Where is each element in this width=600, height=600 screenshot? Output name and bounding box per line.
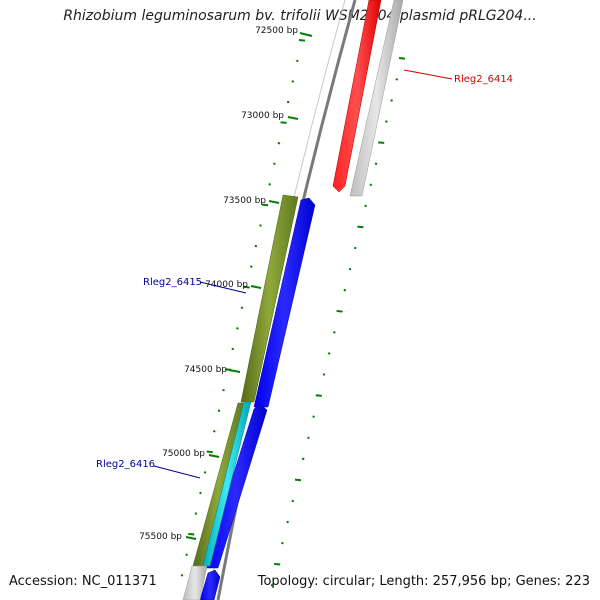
scale-dot xyxy=(243,285,250,289)
scale-dot xyxy=(296,59,299,63)
scale-dot xyxy=(353,246,357,250)
tick-74000: 74000 bp xyxy=(205,280,262,290)
scale-dot xyxy=(261,203,269,207)
scale-dot xyxy=(333,331,336,334)
scale-dot xyxy=(343,288,347,292)
tick-72500: 72500 bp xyxy=(255,26,313,37)
tick-75000: 75000 bp xyxy=(162,449,220,459)
scale-dot xyxy=(315,394,322,397)
tick-73500: 73500 bp xyxy=(223,196,280,206)
gene-label-Rleg2_6415[interactable]: Rleg2_6415 xyxy=(143,277,247,294)
gene-label-Rleg2_6416[interactable]: Rleg2_6416 xyxy=(96,459,201,479)
scale-ring-right xyxy=(270,57,406,587)
scale-dot xyxy=(357,225,364,229)
scale-dot xyxy=(259,224,262,227)
gene-feature-red-Rleg2_6414[interactable] xyxy=(332,0,382,193)
tick-label: 74500 bp xyxy=(184,365,227,375)
scale-dot xyxy=(322,373,326,376)
topology-summary-text: Topology: circular; Length: 257,956 bp; … xyxy=(257,574,590,589)
scale-dot xyxy=(206,450,213,454)
scale-dot xyxy=(398,57,406,60)
scale-dot xyxy=(236,327,239,330)
tick-label: 75500 bp xyxy=(139,532,182,542)
scale-dot xyxy=(281,541,284,545)
gene-label-Rleg2_6414[interactable]: Rleg2_6414 xyxy=(403,69,513,85)
scale-dot xyxy=(185,553,188,556)
tick-label: 72500 bp xyxy=(255,26,298,36)
scale-dot xyxy=(222,388,225,392)
scale-dot xyxy=(180,574,184,577)
scale-dot xyxy=(327,352,331,355)
scale-dot xyxy=(291,80,295,83)
scale-dot xyxy=(273,162,276,166)
scale-dot xyxy=(374,162,378,165)
svg-text:Rleg2_6415: Rleg2_6415 xyxy=(143,277,202,288)
gene-feature-cyan[interactable] xyxy=(202,401,252,567)
scale-dot xyxy=(217,409,221,412)
gene-feature-gray-right[interactable] xyxy=(349,0,404,197)
scale-dot xyxy=(291,499,295,503)
gene-feature-gray-left[interactable] xyxy=(182,565,208,600)
tick-label: 73500 bp xyxy=(223,196,266,206)
tick-75500: 75500 bp xyxy=(139,532,197,542)
scale-dot xyxy=(336,309,343,313)
scale-dot xyxy=(301,457,305,461)
scale-dot xyxy=(286,100,290,104)
scale-dot xyxy=(390,99,393,102)
scale-dot xyxy=(268,183,271,186)
scale-dot xyxy=(307,436,310,439)
tick-73000: 73000 bp xyxy=(241,111,299,121)
gene-feature-blue-lower[interactable] xyxy=(199,569,221,600)
scale-ring-left xyxy=(180,39,306,577)
scale-dot xyxy=(312,415,315,418)
svg-text:Rleg2_6414: Rleg2_6414 xyxy=(454,74,513,85)
scale-dot xyxy=(199,491,202,495)
tick-label: 73000 bp xyxy=(241,111,284,121)
scale-dot xyxy=(385,120,388,123)
scale-dot xyxy=(364,204,367,208)
scale-dot xyxy=(249,265,253,268)
gene-feature-blue-Rleg2_6415[interactable] xyxy=(253,197,316,408)
scale-dot xyxy=(348,267,352,271)
scale-dot xyxy=(240,306,244,310)
scale-dot xyxy=(277,141,281,145)
scale-dot xyxy=(369,183,373,187)
svg-text:Rleg2_6416: Rleg2_6416 xyxy=(96,459,155,470)
scale-dot xyxy=(395,78,399,81)
scale-dot xyxy=(203,471,207,474)
gene-feature-green-upper[interactable] xyxy=(240,194,299,403)
scale-dot xyxy=(254,244,258,248)
scale-dot xyxy=(298,39,306,42)
scale-dot xyxy=(280,121,287,124)
scale-dot xyxy=(231,347,235,351)
scale-dot xyxy=(294,478,302,482)
tick-74500: 74500 bp xyxy=(184,365,241,375)
map-title: Rhizobium leguminosarum bv. trifolii WSM… xyxy=(63,8,537,24)
scale-dot xyxy=(274,562,281,566)
scale-dot xyxy=(270,584,274,587)
scale-dot xyxy=(194,512,198,515)
tick-label: 75000 bp xyxy=(162,449,205,459)
accession-text: Accession: NC_011371 xyxy=(9,574,157,589)
scale-dot xyxy=(286,520,289,524)
scale-dot xyxy=(378,141,385,144)
tick-label: 74000 bp xyxy=(205,280,248,290)
scale-dot xyxy=(188,532,195,536)
scale-dot xyxy=(213,430,216,433)
